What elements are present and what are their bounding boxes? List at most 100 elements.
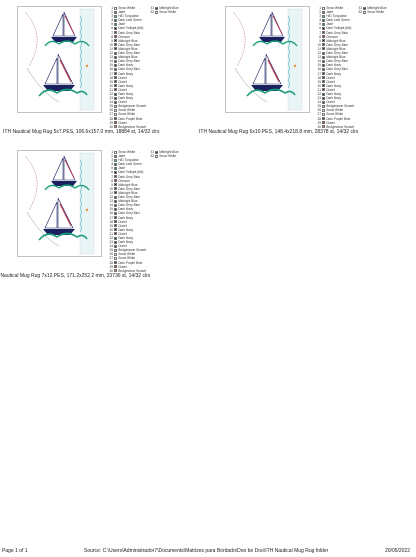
legend-number: 29 — [109, 264, 113, 269]
legend-row: 9 Midnight Blue — [107, 39, 146, 43]
legend-row: 27 Snow White — [107, 112, 146, 116]
thread-swatch — [114, 88, 117, 92]
legend-row: 8 Crimson — [107, 179, 146, 183]
design-card: 1 Snow White 2 Jade 3 H/D Turquoise 4 Dark Leaf… — [0, 150, 217, 290]
legend-row: 28 Dark Purple Blue — [107, 261, 146, 265]
thread-name: Midnight Blue — [326, 38, 346, 43]
legend-row: 18 Claret — [315, 76, 354, 80]
legend-number: 22 — [109, 91, 113, 96]
legend-number: 8 — [111, 34, 113, 39]
legend-number: 17 — [109, 215, 113, 220]
thread-swatch — [114, 220, 117, 224]
legend-number: 10 — [109, 42, 113, 47]
wave-top — [44, 184, 90, 191]
print-date: 20/05/2022 — [385, 548, 411, 554]
legend-number: 8 — [111, 178, 113, 183]
legend-number: 7 — [111, 174, 113, 179]
thread-name: Dark Grey Blue — [118, 211, 140, 216]
legend-row: 25 Bridgestone Sunset — [107, 248, 146, 252]
thread-name: Crimson — [118, 34, 131, 39]
legend-row: 19 Claret — [315, 80, 354, 84]
legend-number: 14 — [317, 59, 321, 64]
thread-name: Jade — [326, 10, 334, 15]
legend-number: 11 — [109, 190, 113, 195]
sail-bottom-right — [57, 197, 74, 229]
sail-top-left — [52, 13, 64, 37]
legend-row: 19 Claret — [107, 224, 146, 228]
thread-swatch — [322, 84, 325, 88]
mug-rug-illustration — [225, 6, 310, 113]
color-legend-extra: 31 Midnight Blue 32 Snow White — [150, 6, 178, 14]
thread-name: Snow White — [118, 252, 136, 257]
thread-name: Bridgestone Sunset — [118, 248, 147, 253]
legend-number: 10 — [317, 42, 321, 47]
thread-swatch — [322, 10, 325, 14]
legend-number: 9 — [319, 38, 321, 43]
legend-number: 11 — [317, 46, 321, 51]
legend-number: 7 — [319, 30, 321, 35]
legend-number: 12 — [109, 195, 113, 200]
legend-row: 16 Dark Grey Blue — [315, 67, 354, 71]
sun-dot — [85, 208, 89, 212]
thread-name: Snow White — [118, 112, 136, 117]
thread-name: Crimson — [118, 178, 131, 183]
legend-row: 16 Dark Grey Blue — [107, 67, 146, 71]
side-panel — [287, 8, 303, 111]
color-legend-extra: 31 Midnight Blue 32 Snow White — [150, 150, 178, 159]
thread-name: Claret — [118, 223, 127, 228]
thread-name: Dark Navy — [118, 83, 134, 88]
thread-swatch — [114, 158, 117, 162]
legend-number: 12 — [317, 51, 321, 56]
legend-row: 7 Dark Grey Blue — [107, 175, 146, 179]
legend-number: 13 — [109, 199, 113, 204]
thread-name: Bridgestone Sunset — [118, 268, 147, 273]
legend-number: 25 — [109, 104, 113, 109]
legend-row: 3 H/D Turquoise — [315, 14, 354, 18]
legend-number: 6 — [111, 170, 113, 175]
legend-row: 31 Midnight Blue — [358, 6, 386, 10]
thread-name: Claret — [326, 120, 335, 125]
thread-name: Dark Grey Blue — [118, 59, 140, 64]
thread-swatch — [114, 80, 117, 84]
thread-swatch — [322, 43, 325, 47]
thread-swatch — [114, 211, 117, 215]
thread-swatch — [114, 162, 117, 166]
sail-stripe-top — [272, 15, 283, 35]
thread-name: Dark Grey Blue — [326, 51, 348, 56]
design-thumbnail — [17, 150, 102, 257]
thread-swatch — [114, 166, 117, 170]
thread-name: Snow White — [159, 154, 177, 159]
legend-row: 13 Midnight Blue — [107, 199, 146, 203]
thread-name: Midnight Blue — [326, 46, 346, 51]
thread-name: Dark Navy — [118, 235, 134, 240]
thread-swatch — [114, 191, 117, 195]
thread-name: Midnight Blue — [118, 199, 138, 204]
legend-number: 18 — [109, 75, 113, 80]
legend-number: 31 — [358, 6, 362, 10]
legend-number: 23 — [109, 240, 113, 245]
legend-row: 14 Dark Grey Blue — [107, 59, 146, 63]
thread-swatch — [114, 252, 117, 256]
thread-name: Claret — [326, 79, 335, 84]
thread-name: Dark Purple Blue — [118, 116, 143, 121]
legend-number: 2 — [111, 154, 113, 159]
thread-name: Midnight Blue — [118, 182, 138, 187]
thread-name: Dark Grey Blue — [326, 59, 348, 64]
legend-row: 12 Dark Grey Blue — [107, 51, 146, 55]
design-card: 1 Snow White 2 Jade 3 H/D Turquoise 4 Dark Leaf… — [3, 6, 217, 146]
thread-swatch — [114, 104, 117, 108]
thread-name: Dark Twilight (blk) — [118, 26, 144, 31]
thread-swatch — [155, 154, 158, 158]
thread-name: Dark Twilight (blk) — [326, 26, 352, 31]
legend-row: 9 Midnight Blue — [315, 39, 354, 43]
legend-number: 3 — [319, 14, 321, 19]
arched-lettering-bottom — [234, 67, 268, 103]
thread-swatch — [114, 67, 117, 71]
thread-name: Dark Grey Blue — [118, 203, 140, 208]
legend-number: 2 — [319, 10, 321, 15]
thread-name: H/D Turquoise — [118, 158, 139, 163]
hull-top — [51, 181, 77, 186]
legend-number: 8 — [319, 34, 321, 39]
legend-row: 22 Dark Navy — [107, 92, 146, 96]
thread-swatch — [322, 121, 325, 125]
